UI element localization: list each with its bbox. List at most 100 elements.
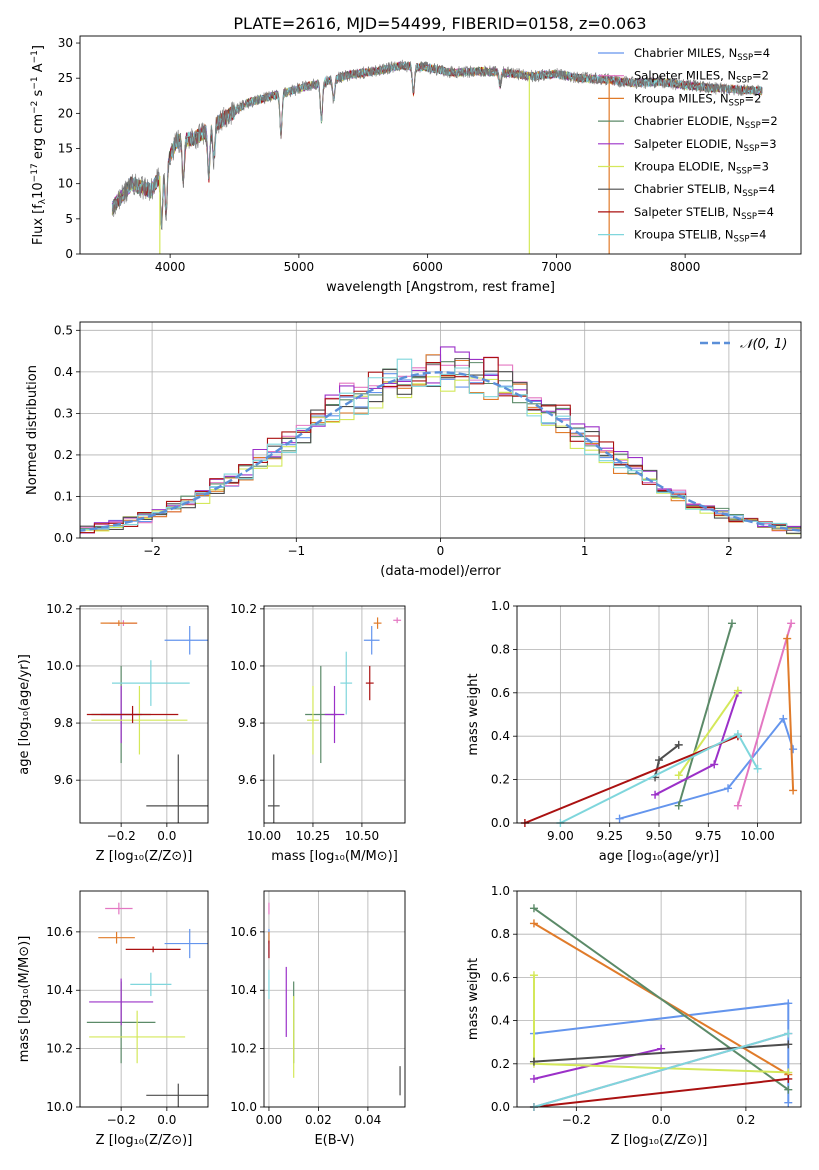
series-line <box>736 623 793 806</box>
data-point <box>86 705 179 724</box>
series-marker <box>615 814 624 823</box>
y-tick-label: 9.6 <box>54 773 73 787</box>
mass-vs-metallicity-panel: −0.2 0.0 10.0 10.2 10.4 10.6 Z [log₁₀(Z/Z⊙)] ma… <box>17 890 209 1148</box>
legend-entry-name: Chabrier ELODIE, N <box>634 114 745 128</box>
y-axis-label: mass weight <box>466 673 481 755</box>
series-marker <box>529 904 538 913</box>
legend-entry-name: Kroupa MILES, N <box>634 91 729 105</box>
y-tick-label: 1.0 <box>491 599 510 613</box>
x-tick-label: 9.75 <box>695 829 722 843</box>
data-point <box>267 754 280 823</box>
x-tick-label: 10.00 <box>740 829 774 843</box>
y-tick-label: 25 <box>58 71 73 85</box>
y-tick-label: 10.0 <box>46 1100 73 1114</box>
data-point <box>365 665 374 701</box>
series-marker <box>789 786 798 795</box>
legend-entry-sub: SSP <box>737 53 753 63</box>
series-marker <box>710 760 719 769</box>
x-tick-label: 4000 <box>155 260 186 274</box>
y-tick-label: 10.6 <box>46 925 73 939</box>
y-tick-label: 20 <box>58 106 73 120</box>
axes-frame <box>263 605 406 824</box>
x-axis-label: Z [log₁₀(Z/Z⊙)] <box>96 1133 193 1148</box>
y-tick-label: 5 <box>65 212 73 226</box>
y-tick-label: 1.0 <box>491 884 510 898</box>
data-point <box>125 946 181 953</box>
mass-weight-vs-age-panel: 9.00 9.25 9.50 9.75 10.00 0.0 0.2 0.4 0.6 0.8 1.0 a… <box>466 599 802 864</box>
y-axis-label: mass weight <box>466 958 481 1040</box>
series-marker <box>733 730 742 739</box>
histogram-panel: −2 −1 0 1 2 0.0 0.1 0.2 0.3 0.4 0.5 (data-model)/er… <box>25 321 802 579</box>
y-axis-label: mass [log₁₀(M/M⊙)] <box>17 936 32 1063</box>
legend-entry-tail: =3 <box>760 137 777 151</box>
mass-weight-vs-metallicity-panel: −0.2 0.0 0.2 0.0 0.2 0.4 0.6 0.8 1.0 Z [log₁₀(Z/Z… <box>466 884 802 1148</box>
axes-frame <box>516 890 802 1108</box>
series-line <box>619 716 795 820</box>
y-tick-label: 0.4 <box>491 1014 510 1028</box>
series-marker <box>789 745 798 754</box>
x-axis-label: (data-model)/error <box>380 564 501 579</box>
axes-frame <box>79 321 802 539</box>
series-marker <box>784 1074 793 1083</box>
series-line <box>786 638 795 791</box>
y-tick-label: 0.0 <box>491 816 510 830</box>
y-tick-label: 0.5 <box>54 323 73 337</box>
legend-entry: Chabrier STELIB, NSSP=4 <box>634 182 775 199</box>
axes-frame <box>79 890 209 1108</box>
y-axis-label: Normed distribution <box>25 365 40 495</box>
legend-entry-tail: =4 <box>757 205 774 219</box>
legend-entry: Salpeter STELIB, NSSP=4 <box>634 205 774 222</box>
series-line <box>533 907 789 1091</box>
legend-entry-sub: SSP <box>741 212 757 222</box>
legend-entry-tail: =2 <box>761 114 778 128</box>
series-marker <box>529 1074 538 1083</box>
x-tick-label: 0.02 <box>305 1113 332 1127</box>
series-marker <box>724 784 733 793</box>
y-tick-label: 10.2 <box>230 1042 257 1056</box>
y-tick-label: 15 <box>58 142 73 156</box>
x-tick-label: −1 <box>287 544 305 558</box>
x-axis-label: E(B-V) <box>314 1133 354 1148</box>
x-tick-label: −0.2 <box>107 829 136 843</box>
axes-frame <box>79 605 209 824</box>
legend-entry-tail: =3 <box>752 160 769 174</box>
legend-entry-tail: =2 <box>744 91 761 105</box>
x-tick-label: 0.0 <box>157 829 176 843</box>
series-line <box>677 690 739 776</box>
legend-entry: Salpeter ELODIE, NSSP=3 <box>634 137 777 154</box>
x-axis-label: wavelength [Angstrom, rest frame] <box>326 280 555 295</box>
series-marker <box>733 801 742 810</box>
series-line <box>524 735 739 823</box>
y-axis-label-part: −1 <box>30 50 40 63</box>
legend-entry-tail: =4 <box>758 182 775 196</box>
series-marker <box>779 714 788 723</box>
y-tick-label: 0.3 <box>54 406 73 420</box>
data-point <box>98 931 135 944</box>
data-point <box>89 1010 186 1064</box>
series-marker <box>783 634 792 643</box>
y-axis-label: age [log₁₀(age/yr)] <box>17 654 32 775</box>
data-point <box>146 754 208 823</box>
x-tick-label: 9.25 <box>596 829 623 843</box>
y-axis-label-part: −1 <box>30 76 40 89</box>
legend-entry-sub: SSP <box>736 76 752 86</box>
y-tick-label: 10.6 <box>230 925 257 939</box>
data-point <box>340 651 353 715</box>
y-tick-label: 30 <box>58 36 73 50</box>
legend-entry: Chabrier MILES, NSSP=4 <box>634 46 770 63</box>
legend-entry-name: Salpeter STELIB, N <box>634 205 741 219</box>
legend-entry-tail: =4 <box>749 228 766 242</box>
series-marker <box>787 619 796 628</box>
y-tick-label: 10.0 <box>230 659 257 673</box>
y-tick-label: 0.1 <box>54 489 73 503</box>
series-marker <box>674 740 683 749</box>
data-point <box>164 625 208 655</box>
y-tick-label: 0.8 <box>491 927 510 941</box>
y-tick-label: 0.0 <box>491 1100 510 1114</box>
data-point <box>105 902 133 915</box>
legend-entry: 𝒩(0, 1) <box>740 337 787 352</box>
axes-frame <box>79 35 802 255</box>
y-axis-label-part: −2 <box>30 101 40 114</box>
age-vs-metallicity-panel: −0.2 0.0 9.6 9.8 10.0 10.2 Z [log₁₀(Z/Z⊙)] age … <box>17 602 209 864</box>
y-axis-label-part: ] <box>31 45 46 50</box>
